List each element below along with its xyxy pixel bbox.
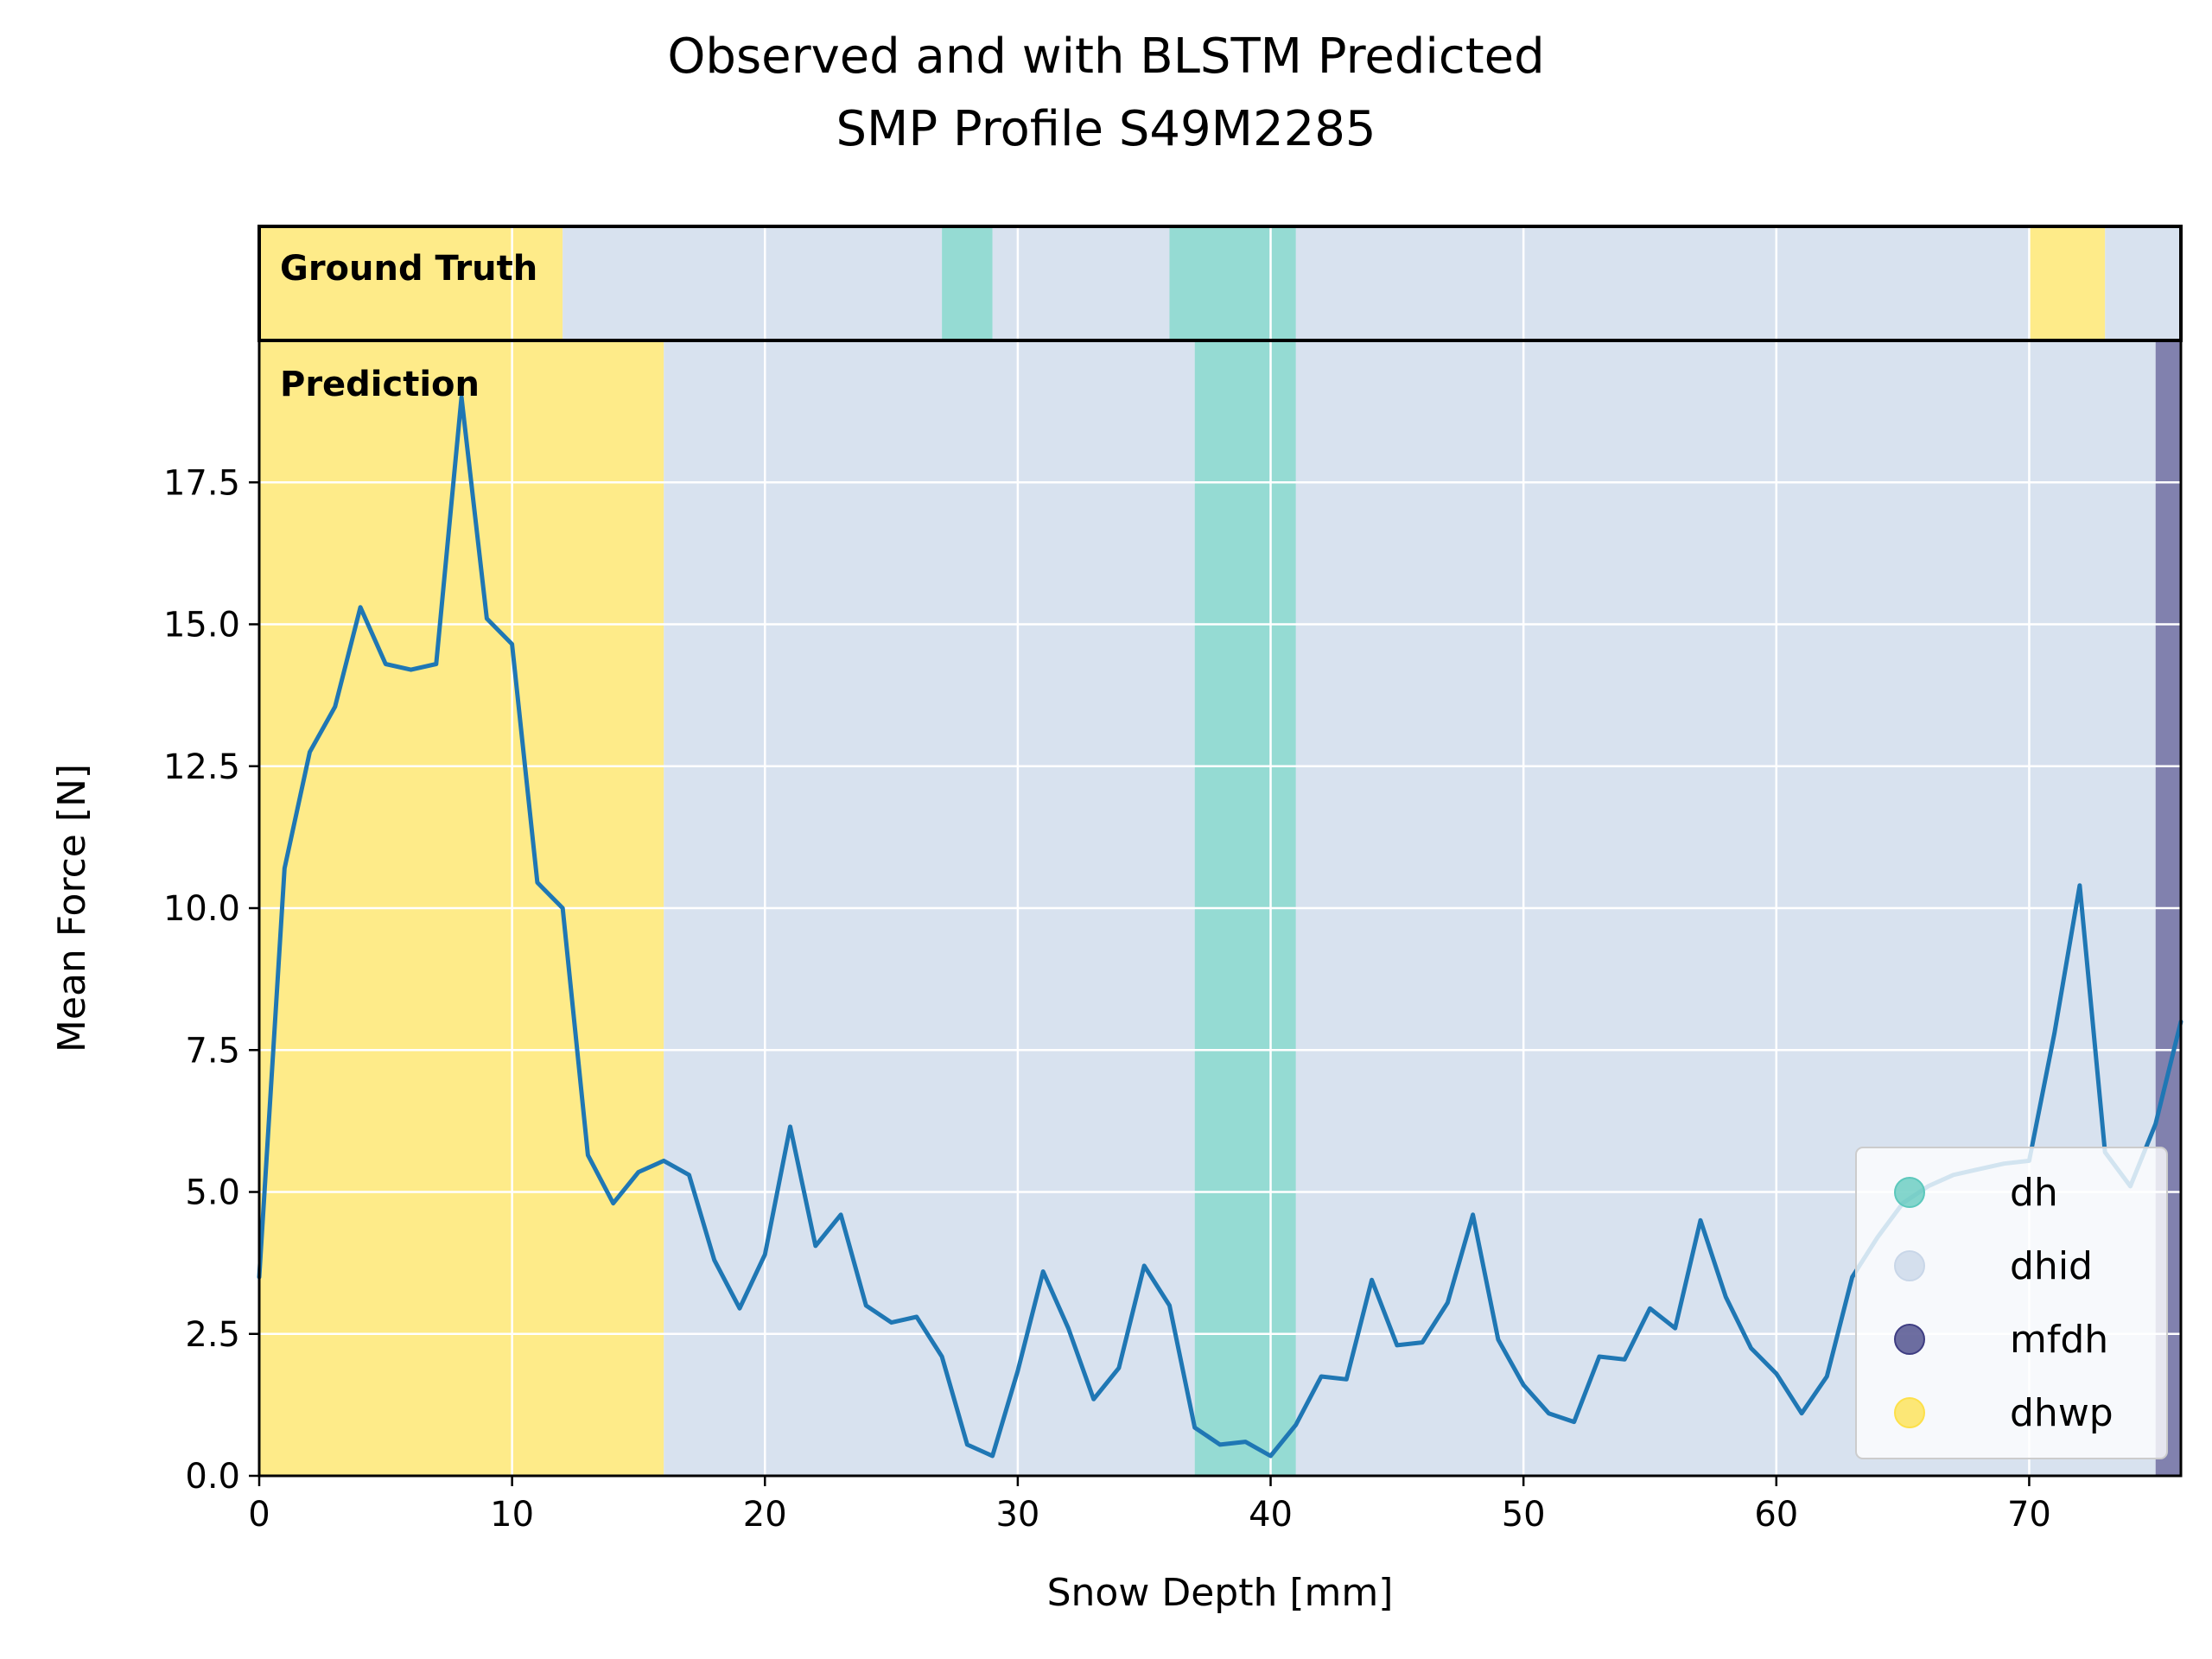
legend-marker-dh [1894,1177,1925,1208]
prediction-label: Prediction [280,365,480,404]
legend-label-dhwp: dhwp [2010,1391,2113,1435]
y-tick-label: 10.0 [163,889,240,929]
x-tick-label: 10 [490,1495,534,1535]
ground-truth-label: Ground Truth [280,249,537,289]
x-axis-label: Snow Depth [mm] [1047,1571,1394,1615]
x-tick-label: 70 [2007,1495,2051,1535]
ground-truth-bands [259,226,2181,340]
legend-marker-mfdh [1894,1324,1925,1355]
y-tick-label: 5.0 [185,1173,240,1213]
ground-truth-band-dhid [2105,226,2181,340]
ground-truth-band-dh [942,226,993,340]
chart-title: Observed and with BLSTM Predicted [667,29,1544,85]
x-axis-ticks: 0 10 20 30 40 50 60 70 [248,1476,2051,1535]
ground-truth-band-dhid [563,226,943,340]
legend: dh dhid mfdh dhwp [1855,1147,2168,1459]
ground-truth-band-dhid [1295,226,2030,340]
x-tick-label: 60 [1754,1495,1798,1535]
legend-label-dh: dh [2010,1171,2058,1215]
legend-marker-dhid [1894,1250,1925,1281]
y-tick-label: 12.5 [163,747,240,787]
x-tick-label: 20 [743,1495,787,1535]
y-tick-label: 0.0 [185,1457,240,1497]
ground-truth-band-dhwp [2029,226,2106,340]
y-axis-label: Mean Force [N] [50,764,94,1052]
y-tick-label: 17.5 [163,463,240,503]
x-tick-label: 50 [1502,1495,1546,1535]
y-tick-label: 7.5 [185,1031,240,1071]
ground-truth-band-dh [1169,226,1296,340]
x-tick-label: 30 [995,1495,1039,1535]
legend-marker-dhwp [1894,1397,1925,1428]
ground-truth-band-dhid [992,226,1170,340]
y-tick-label: 2.5 [185,1315,240,1355]
legend-label-mfdh: mfdh [2010,1318,2108,1362]
x-tick-label: 40 [1249,1495,1293,1535]
chart-subtitle: SMP Profile S49M2285 [836,101,1376,157]
y-axis-ticks: 0.0 2.5 5.0 7.5 10.0 12.5 15.0 17.5 [163,463,259,1497]
y-tick-label: 15.0 [163,606,240,645]
x-tick-label: 0 [248,1495,270,1535]
legend-label-dhid: dhid [2010,1244,2093,1288]
legend-box [1855,1147,2168,1459]
